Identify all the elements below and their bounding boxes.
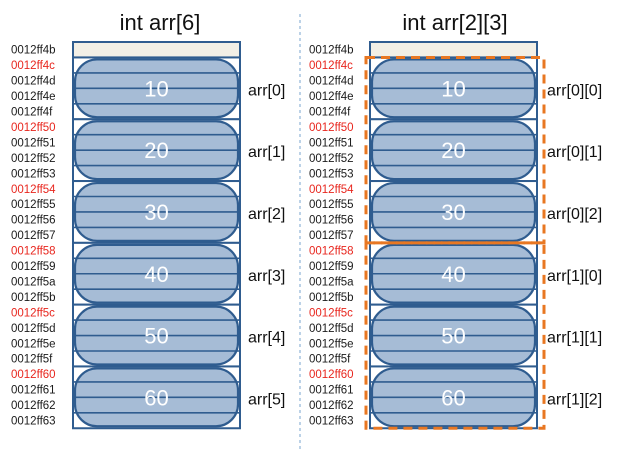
arr1d-address-label: 0012ff57 — [11, 230, 56, 242]
arr2d-address-label: 0012ff56 — [309, 215, 354, 227]
arr2d-address-label: 0012ff62 — [309, 400, 354, 412]
arr1d-address-label: 0012ff5a — [11, 276, 56, 288]
arr1d-address-label: 0012ff58 — [11, 246, 56, 258]
arr2d-address-label: 0012ff5d — [309, 323, 354, 335]
arr1d-address-label: 0012ff50 — [11, 122, 56, 134]
arr1d-address-label: 0012ff5d — [11, 323, 56, 335]
panel-2d-array: 0012ff4b 0012ff4c 0012ff4d 0012ff4e 0012ff4f… — [309, 41, 602, 430]
arr2d-address-label: 0012ff63 — [309, 416, 354, 428]
arr1d-address-label: 0012ff4e — [11, 91, 56, 103]
arr2d-leading-byte-cell — [369, 41, 538, 59]
arr2d-address-label: 0012ff59 — [309, 261, 354, 273]
arr1d-element-label: arr[3] — [248, 268, 285, 285]
arr2d-element-value: 10 — [441, 76, 465, 101]
arr2d-address-label: 0012ff5f — [309, 354, 351, 366]
arr2d-address-label: 0012ff5b — [309, 292, 354, 304]
arr2d-element-label: arr[1][2] — [547, 391, 602, 408]
arr1d-element-value: 10 — [144, 76, 168, 101]
arr2d-element-label: arr[1][1] — [547, 330, 602, 347]
arr2d-address-label: 0012ff52 — [309, 153, 354, 165]
panel-1d-array: 0012ff4b 0012ff4c 0012ff4d 0012ff4e 0012ff4f… — [11, 41, 285, 430]
arr1d-address-label: 0012ff63 — [11, 416, 56, 428]
arr2d-address-label: 0012ff50 — [309, 122, 354, 134]
arr1d-element-value: 30 — [144, 200, 168, 225]
arr1d-address-label: 0012ff55 — [11, 199, 56, 211]
arr2d-address-label: 0012ff53 — [309, 168, 354, 180]
arr2d-element-label: arr[1][0] — [547, 268, 602, 285]
arr1d-address-label: 0012ff59 — [11, 261, 56, 273]
arr1d-element-label: arr[5] — [248, 391, 285, 408]
arr1d-address-label: 0012ff4c — [11, 60, 55, 72]
arr2d-address-label: 0012ff51 — [309, 137, 354, 149]
arr1d-element-label: arr[1] — [248, 144, 285, 161]
arr2d-element-label: arr[0][1] — [547, 144, 602, 161]
arr2d-element-value: 50 — [441, 324, 465, 349]
row-1-outline — [364, 241, 546, 430]
arr2d-element-label: arr[0][0] — [547, 82, 602, 99]
arr2d-element-value: 40 — [441, 262, 465, 287]
arr2d-element-value: 20 — [441, 138, 465, 163]
arr1d-address-label: 0012ff53 — [11, 168, 56, 180]
arr2d-address-label: 0012ff58 — [309, 246, 354, 258]
arr1d-address-label: 0012ff5e — [11, 338, 56, 350]
arr2d-address-label: 0012ff54 — [309, 184, 354, 196]
arr2d-address-label: 0012ff4d — [309, 76, 354, 88]
arr1d-address-label: 0012ff4d — [11, 76, 56, 88]
arr2d-address-label: 0012ff5c — [309, 307, 353, 319]
arr2d-address-label: 0012ff4e — [309, 91, 354, 103]
arr1d-address-label: 0012ff54 — [11, 184, 56, 196]
arr2d-address-label: 0012ff5e — [309, 338, 354, 350]
arr1d-address-label: 0012ff4f — [11, 107, 53, 119]
arr2d-address-label: 0012ff57 — [309, 230, 354, 242]
arr1d-address-label: 0012ff4b — [11, 45, 56, 57]
arr1d-element-label: arr[4] — [248, 330, 285, 347]
arr1d-element-value: 40 — [144, 262, 168, 287]
arr2d-address-label: 0012ff60 — [309, 369, 354, 381]
row-0-outline — [364, 55, 546, 245]
arr2d-element-value: 60 — [441, 385, 465, 410]
arr1d-address-label: 0012ff52 — [11, 153, 56, 165]
arr1d-address-label: 0012ff5b — [11, 292, 56, 304]
arr1d-address-label: 0012ff5c — [11, 307, 55, 319]
arr2d-address-label: 0012ff55 — [309, 199, 354, 211]
arr1d-address-label: 0012ff56 — [11, 215, 56, 227]
arr1d-address-label: 0012ff61 — [11, 385, 56, 397]
arr2d-element-value: 30 — [441, 200, 465, 225]
arr2d-address-label: 0012ff5a — [309, 276, 354, 288]
arr2d-address-label: 0012ff4c — [309, 60, 353, 72]
arr1d-element-label: arr[2] — [248, 206, 285, 223]
arr2d-address-label: 0012ff4f — [309, 107, 351, 119]
arr1d-address-label: 0012ff62 — [11, 400, 56, 412]
arr1d-element-value: 60 — [144, 385, 168, 410]
arr2d-element-label: arr[0][2] — [547, 206, 602, 223]
arr1d-address-label: 0012ff5f — [11, 354, 53, 366]
arr2d-address-label: 0012ff61 — [309, 385, 354, 397]
arr1d-address-label: 0012ff60 — [11, 369, 56, 381]
arr1d-element-label: arr[0] — [248, 82, 285, 99]
arr2d-address-label: 0012ff4b — [309, 45, 354, 57]
arr1d-element-value: 50 — [144, 324, 168, 349]
arr1d-element-value: 20 — [144, 138, 168, 163]
arr1d-address-label: 0012ff51 — [11, 137, 56, 149]
arr1d-leading-byte-cell — [72, 41, 241, 59]
title-1d-array: int arr[6] — [120, 10, 201, 35]
title-2d-array: int arr[2][3] — [402, 10, 507, 35]
